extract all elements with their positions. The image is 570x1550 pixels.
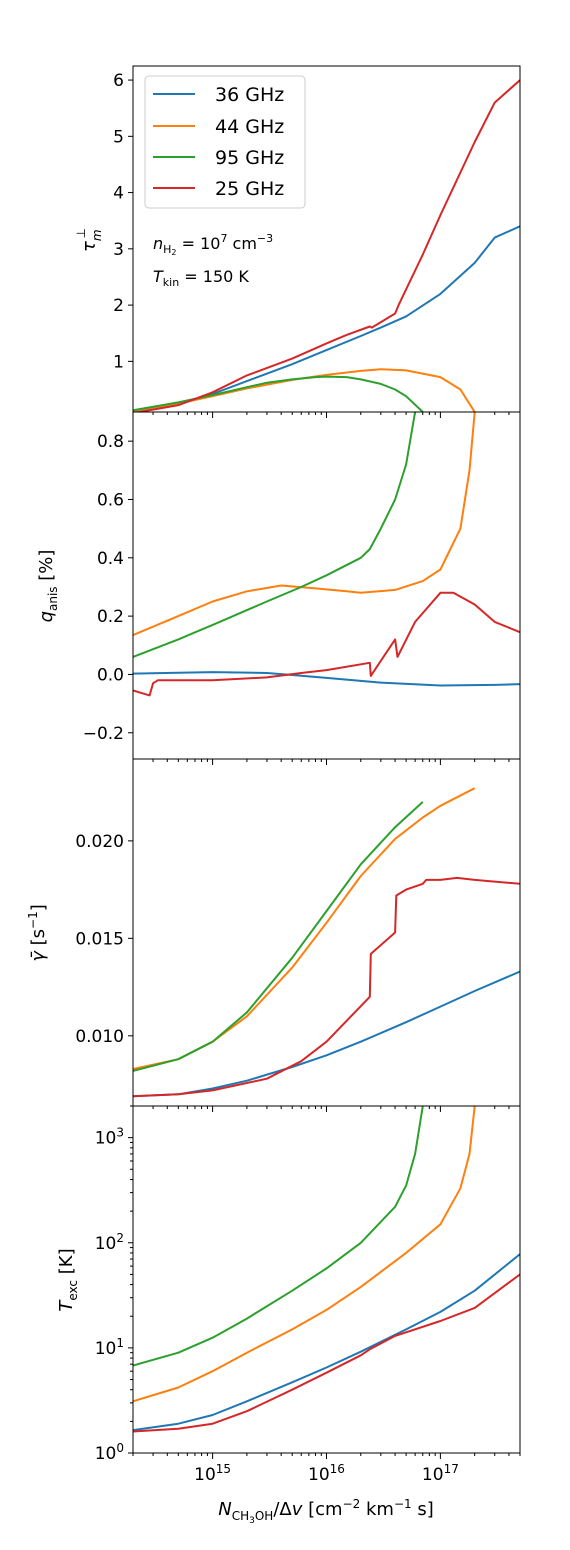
y-tick-label: 1 [113,352,124,372]
y-tick-label: 0.010 [75,1027,124,1047]
y-tick-label: 103 [95,1126,124,1149]
x-label: NCH3OH/Δv [cm−2 km−1 s] [218,1497,434,1526]
series-line-25ghz [133,876,520,1098]
y-label-q-anis: qanis [%] [36,550,60,623]
series-line-95ghz [133,412,417,658]
series-line-25ghz [133,79,520,412]
series-line-25ghz [133,591,520,697]
legend-label-25ghz: 25 GHz [215,178,284,200]
y-tick-label: 101 [95,1336,124,1359]
y-label-tau: τm⊥ [74,228,104,252]
legend: 36 GHz 44 GHz 95 GHz 25 GHz [144,75,306,209]
x-tick-label: 1016 [308,1462,345,1485]
panel-q-anis: −0.2 0.0 0.2 0.4 0.6 0.8 [83,411,521,765]
y-tick-label: 0.6 [97,490,124,510]
series-line-44ghz [133,1106,476,1403]
y-label-t-exc: Texc [K] [56,1248,80,1311]
series-line-36ghz [133,225,520,412]
series-line-44ghz [133,787,476,1070]
legend-label-44ghz: 44 GHz [215,116,284,138]
y-tick-label: 2 [113,296,124,316]
y-tick-label: 4 [113,184,124,204]
series-line-44ghz [133,368,476,412]
series-line-44ghz [133,412,476,637]
annotation-density: nH2 = 107 cm−3 [153,232,273,257]
y-tick-label: 0.4 [97,549,124,569]
y-label-gamma: γ̄ [s−1] [26,904,49,962]
y-tick-label: 5 [113,127,124,147]
y-tick-label: 0.015 [75,929,124,949]
y-tick-label: 102 [95,1231,124,1254]
series-line-95ghz [133,375,424,412]
panel-frame [132,758,521,1107]
panel-t-exc: 100 101 102 103 1015 1016 1017 [95,1105,521,1485]
series-line-36ghz [133,671,520,687]
y-tick-label: −0.2 [83,724,124,744]
series-line-95ghz [133,801,424,1072]
y-tick-label: 100 [95,1441,124,1464]
panel-frame [132,411,521,760]
x-tick-label: 1015 [194,1462,231,1485]
series-line-36ghz [133,970,520,1098]
y-tick-label: 6 [113,71,124,91]
y-tick-label: 0.0 [97,665,124,685]
panel-gamma: 0.010 0.015 0.020 [75,758,521,1112]
series-line-95ghz [133,1106,424,1367]
y-tick-label: 0.8 [97,432,124,452]
panel-frame [132,1105,521,1454]
legend-label-95ghz: 95 GHz [215,147,284,169]
y-tick-label: 3 [113,240,124,260]
series-line-25ghz [133,1273,520,1433]
annotation-temperature: Tkin = 150 K [153,267,249,289]
legend-box [144,75,306,209]
series-line-36ghz [133,1253,520,1432]
legend-label-36ghz: 36 GHz [215,84,284,106]
y-tick-label: 0.020 [75,832,124,852]
x-tick-label: 1017 [422,1462,459,1485]
y-tick-label: 0.2 [97,607,124,627]
